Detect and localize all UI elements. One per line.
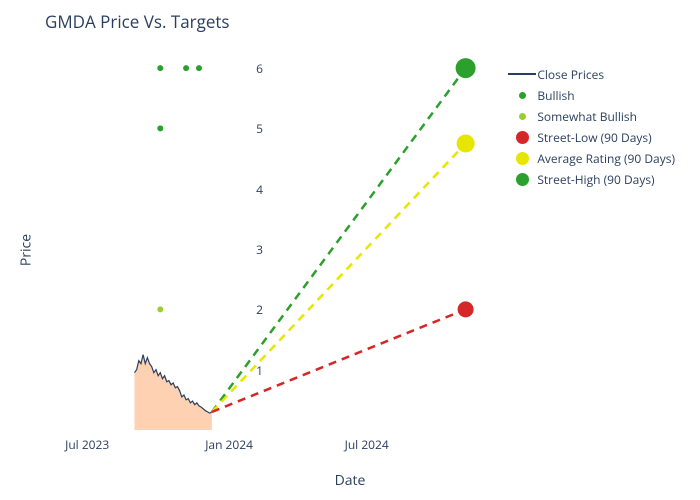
legend-marker [507,131,537,144]
legend-label: Average Rating (90 Days) [537,150,675,167]
legend-marker [507,173,537,186]
legend-marker [507,73,537,75]
legend: Close Prices Bullish Somewhat Bullish Stree… [507,65,675,191]
target-marker-street_high [456,58,476,78]
legend-item: Street-High (90 Days) [507,170,675,188]
legend-marker [507,113,537,120]
legend-item: Somewhat Bullish [507,107,675,125]
y-tick-label: 6 [233,60,263,77]
x-tick-label: Jul 2024 [337,436,397,453]
y-axis-label: Price [17,234,36,266]
legend-label: Bullish [537,87,574,104]
y-tick-label: 1 [233,362,263,379]
plot-area [70,50,500,430]
x-tick-label: Jul 2023 [57,436,117,453]
bullish-marker [157,125,163,131]
chart-title: GMDA Price Vs. Targets [45,10,230,33]
y-tick-label: 4 [233,181,263,198]
legend-label: Street-Low (90 Days) [537,129,651,146]
legend-label: Street-High (90 Days) [537,171,654,188]
legend-item: Average Rating (90 Days) [507,149,675,167]
y-tick-label: 2 [233,301,263,318]
legend-marker [507,152,537,165]
bullish-marker [183,65,189,71]
legend-label: Close Prices [537,66,604,83]
target-marker-street_low [458,301,474,317]
chart-container: GMDA Price Vs. Targets Price Date 1 2 3 4 5 6… [0,0,700,500]
bullish-marker [157,65,163,71]
x-tick-label: Jan 2024 [199,436,259,453]
close-area [135,355,212,430]
y-tick-label: 3 [233,241,263,258]
target-marker-average [457,134,475,152]
plot-svg [70,50,500,430]
legend-item: Bullish [507,86,675,104]
bullish-marker [196,65,202,71]
legend-marker [507,92,537,99]
legend-item: Street-Low (90 Days) [507,128,675,146]
legend-label: Somewhat Bullish [537,108,637,125]
somewhat-bullish-marker [157,306,163,312]
legend-item: Close Prices [507,65,675,83]
x-axis-label: Date [335,471,366,490]
y-tick-label: 5 [233,120,263,137]
